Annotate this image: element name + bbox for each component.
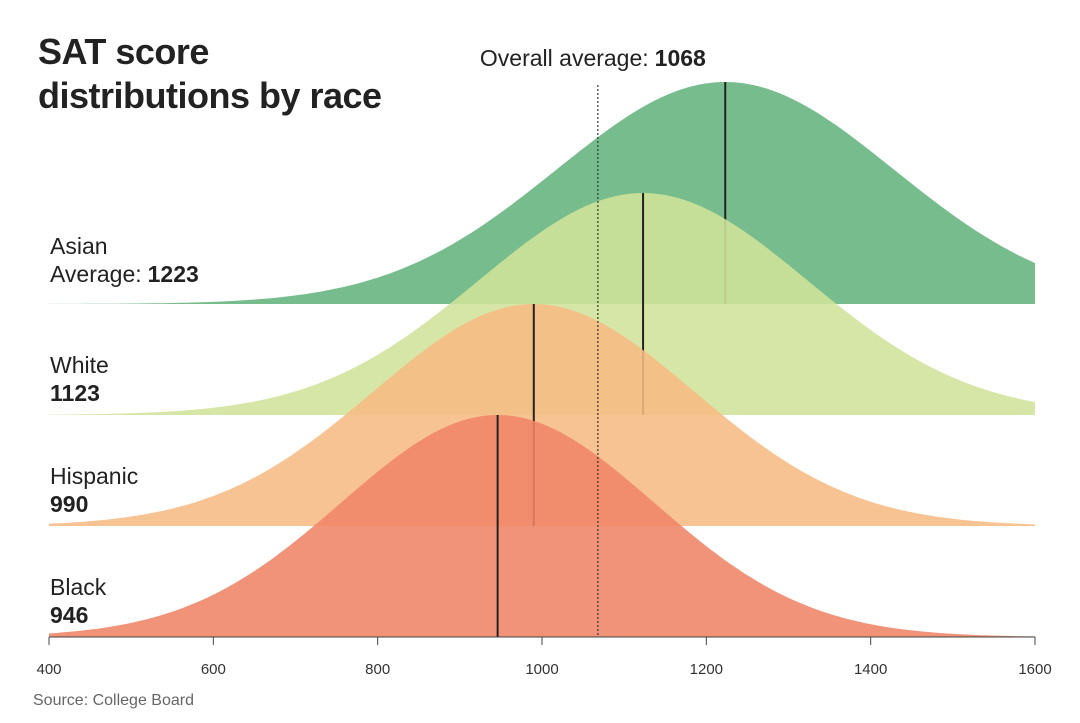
average-value: 1123 (50, 380, 100, 406)
average-value: 1223 (148, 261, 199, 287)
series-name: Asian (50, 233, 108, 259)
series-average: 946 (50, 602, 88, 628)
series-name: White (50, 352, 109, 378)
x-tick-label: 1400 (854, 661, 887, 678)
chart-title: SAT score distributions by race (38, 31, 382, 116)
series-average: Average: 1223 (50, 261, 199, 287)
x-tick-label: 800 (365, 661, 390, 678)
series-name: Hispanic (50, 463, 138, 489)
distribution (49, 304, 1035, 526)
source: Source: College Board (33, 692, 194, 709)
overall-average-value: 1068 (655, 45, 706, 71)
x-tick-label: 600 (201, 661, 226, 678)
x-tick-label: 1600 (1018, 661, 1051, 678)
average-value: 990 (50, 491, 88, 517)
average-value: 946 (50, 602, 88, 628)
x-tick-label: 1000 (525, 661, 558, 678)
overall-average-text: Overall average: (480, 45, 649, 71)
overall-average-label: Overall average: 1068 (480, 45, 706, 71)
series-average: 990 (50, 491, 88, 517)
series-name: Black (50, 574, 107, 600)
average-label: Average: (50, 261, 142, 287)
distribution (49, 82, 1035, 304)
x-tick-label: 1200 (690, 661, 723, 678)
x-tick-label: 400 (36, 661, 61, 678)
distribution (49, 415, 1035, 637)
series-average: 1123 (50, 380, 100, 406)
distribution (49, 193, 1035, 415)
